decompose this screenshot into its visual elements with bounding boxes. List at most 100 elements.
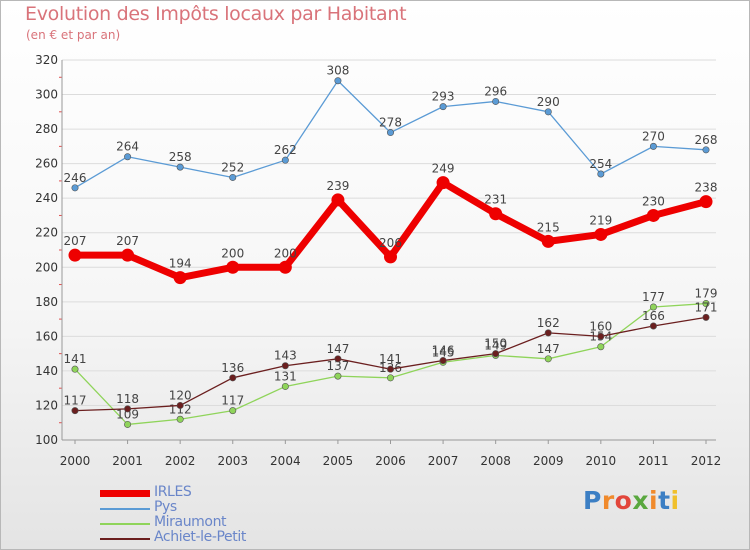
logo-letter: x [632, 486, 649, 515]
data-label: 230 [642, 194, 665, 208]
data-label: 137 [326, 359, 349, 373]
chart-subtitle: (en € et par an) [26, 28, 121, 42]
data-label: 162 [537, 316, 560, 330]
data-point [492, 97, 500, 105]
legend-swatch [100, 508, 150, 510]
data-point [124, 405, 132, 413]
data-point [489, 207, 503, 221]
data-point [173, 271, 187, 285]
x-tick-label: 2006 [375, 454, 406, 468]
x-tick-label: 2010 [586, 454, 617, 468]
y-tick-label: 160 [35, 329, 58, 343]
x-tick-label: 2011 [638, 454, 669, 468]
proxiti-logo: Proxiti [583, 486, 680, 515]
data-point [544, 108, 552, 116]
data-label: 231 [484, 193, 507, 207]
data-point [124, 153, 132, 161]
data-point [541, 234, 555, 248]
data-point [68, 248, 82, 262]
data-label: 145 [432, 345, 455, 359]
data-point [544, 355, 552, 363]
data-point [334, 372, 342, 380]
data-point [71, 365, 79, 373]
data-label: 109 [116, 407, 139, 421]
data-label: 278 [379, 116, 402, 130]
data-label: 117 [64, 394, 87, 408]
data-point [386, 129, 394, 137]
logo-letter: i [649, 486, 659, 515]
logo-letter: t [658, 486, 671, 515]
data-point [646, 208, 660, 222]
x-tick-label: 2005 [323, 454, 354, 468]
data-point [331, 193, 345, 207]
data-label: 254 [589, 157, 612, 171]
y-tick-label: 220 [35, 226, 58, 240]
data-point [229, 173, 237, 181]
data-point [597, 343, 605, 351]
data-point [439, 357, 447, 365]
y-tick-label: 300 [35, 88, 58, 102]
series-miraumont: 141109112117131137136145149147154177179 [64, 287, 717, 428]
data-label: 219 [589, 213, 612, 227]
data-label: 149 [484, 338, 507, 352]
data-point [649, 322, 657, 330]
logo-letter: i [670, 486, 680, 515]
x-tick-label: 2007 [428, 454, 459, 468]
data-label: 194 [169, 257, 192, 271]
data-label: 270 [642, 129, 665, 143]
logo-letter: o [614, 486, 633, 515]
data-label: 308 [326, 64, 349, 78]
data-label: 118 [116, 392, 139, 406]
data-point [544, 329, 552, 337]
y-tick-label: 200 [35, 260, 58, 274]
data-label: 150 [484, 337, 507, 351]
x-tick-label: 2012 [691, 454, 722, 468]
data-point [597, 332, 605, 340]
series-achiet-le-petit: 117 118 120 136 143 147 141 146 150 162 160 166 171 [64, 300, 717, 415]
data-label: 146 [432, 344, 455, 358]
data-label: 120 [169, 388, 192, 402]
data-point [649, 142, 657, 150]
data-label: 147 [326, 342, 349, 356]
legend-label: Miraumont [154, 514, 227, 530]
series-pys: 246 264 258 252 262 308 278 293 296 290 254 270 268 [64, 64, 718, 192]
data-point [281, 362, 289, 370]
data-point [699, 195, 713, 209]
data-point [594, 227, 608, 241]
y-tick-label: 140 [35, 364, 58, 378]
data-label: 141 [379, 352, 402, 366]
x-tick-label: 2001 [112, 454, 143, 468]
y-tick-label: 240 [35, 191, 58, 205]
data-label: 207 [116, 234, 139, 248]
data-label: 296 [484, 84, 507, 98]
legend-label: IRLES [154, 484, 192, 500]
data-point [492, 350, 500, 358]
legend-swatch [100, 490, 150, 497]
data-point [386, 374, 394, 382]
data-point [334, 77, 342, 85]
data-point [702, 300, 710, 308]
data-point [281, 382, 289, 390]
x-tick-label: 2009 [533, 454, 564, 468]
data-label: 160 [589, 319, 612, 333]
data-point [176, 163, 184, 171]
data-point [281, 156, 289, 164]
legend-swatch [100, 523, 150, 525]
data-label: 262 [274, 143, 297, 157]
data-label: 131 [274, 369, 297, 383]
data-point [439, 103, 447, 111]
data-point [226, 260, 240, 274]
data-label: 268 [695, 133, 718, 147]
data-point [71, 184, 79, 192]
data-label: 207 [64, 234, 87, 248]
data-label: 206 [379, 236, 402, 250]
x-tick-label: 2003 [217, 454, 248, 468]
data-point [384, 250, 397, 264]
x-tick-label: 2004 [270, 454, 301, 468]
data-label: 246 [64, 171, 87, 185]
data-point [71, 407, 79, 415]
y-tick-label: 100 [35, 433, 58, 447]
data-point [702, 146, 710, 154]
